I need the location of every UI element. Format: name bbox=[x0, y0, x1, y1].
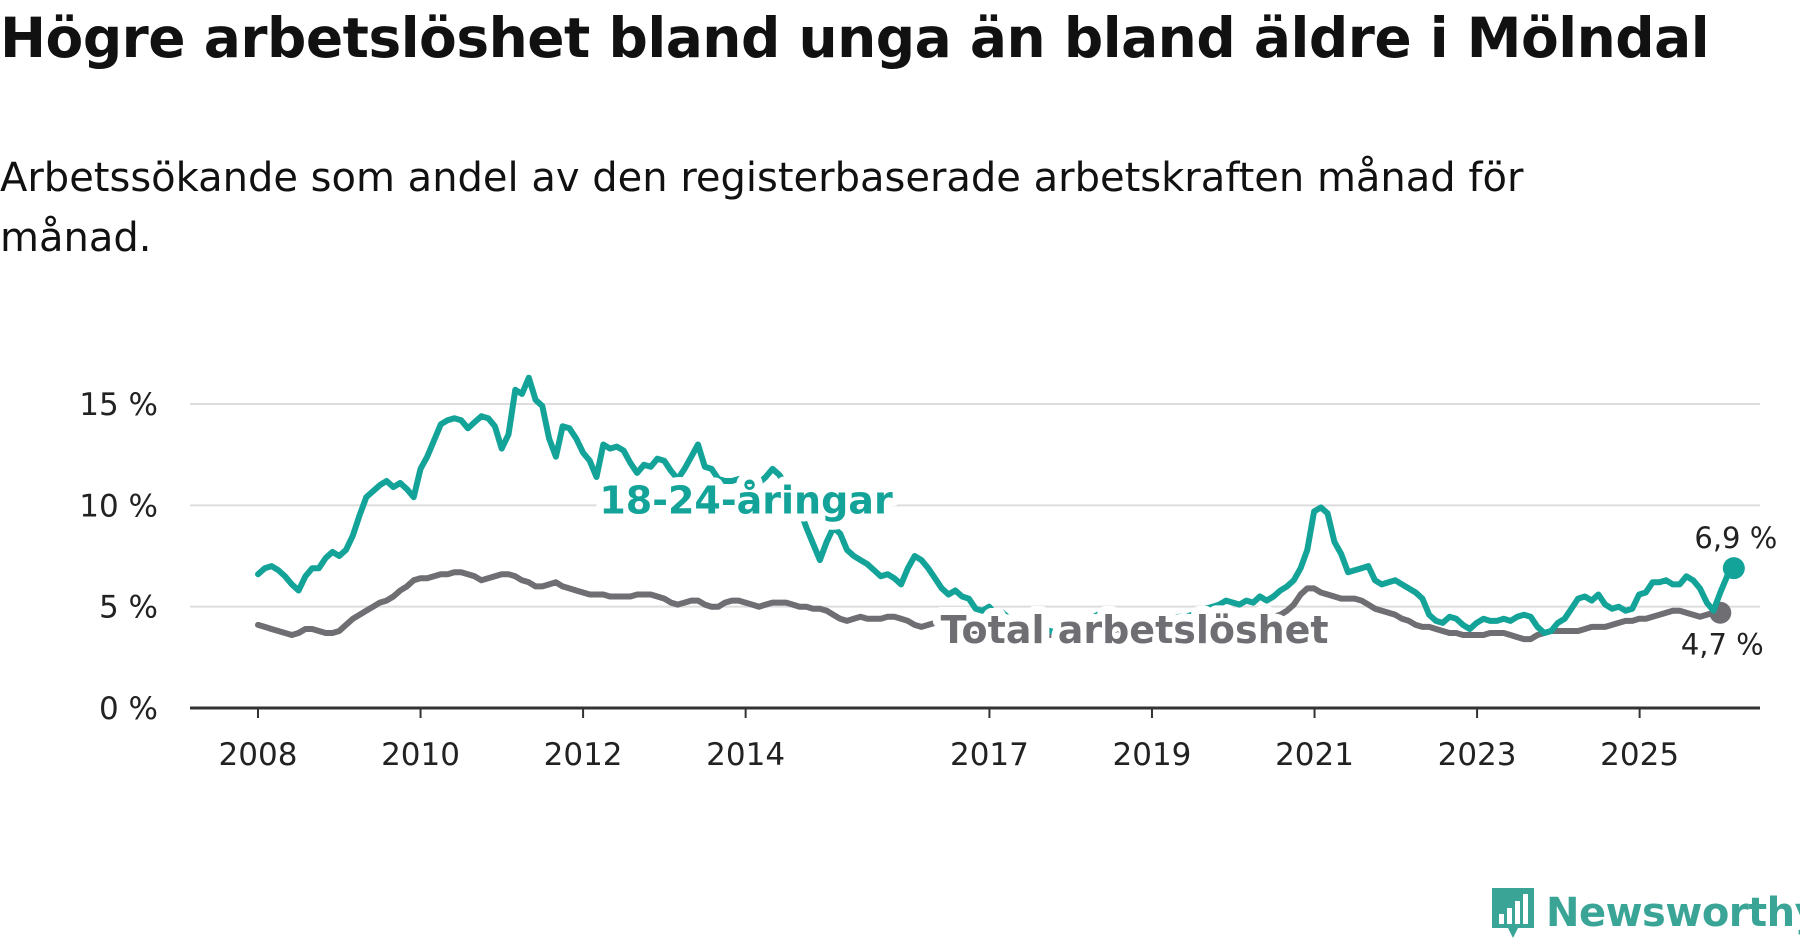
grid-lines bbox=[190, 403, 1760, 710]
y-tick-label: 15 % bbox=[79, 387, 158, 423]
series-line-total bbox=[255, 569, 1724, 645]
newsworthy-chart-icon bbox=[1492, 888, 1534, 938]
y-tick-label: 5 % bbox=[99, 590, 158, 626]
series-label-total: Total arbetslöshet bbox=[941, 608, 1329, 652]
brand-name: Newsworthy bbox=[1546, 890, 1800, 936]
chart-title: Högre arbetslöshet bland unga än bland ä… bbox=[0, 6, 1710, 70]
x-tick-label: 2017 bbox=[950, 737, 1029, 773]
x-tick-label: 2010 bbox=[381, 737, 460, 773]
series-labels: 18-24-åringar Total arbetslöshet 4,7 % 6,9 … bbox=[591, 470, 1777, 662]
x-tick-label: 2023 bbox=[1438, 737, 1517, 773]
x-tick-label: 2014 bbox=[706, 737, 785, 773]
x-axis-ticks: 2008 2010 2012 2014 2017 2019 2021 2023 2025 bbox=[219, 708, 1679, 773]
y-axis-ticks: 0 % 5 % 10 % 15 % bbox=[79, 387, 158, 727]
x-tick-label: 2025 bbox=[1600, 737, 1679, 773]
x-tick-label: 2012 bbox=[544, 737, 623, 773]
newsworthy-logo: Newsworthy bbox=[1488, 884, 1800, 942]
x-tick-label: 2019 bbox=[1113, 737, 1192, 773]
chart-subtitle: Arbetssökande som andel av den registerb… bbox=[0, 155, 1524, 261]
series-lines bbox=[255, 374, 1745, 645]
y-tick-label: 0 % bbox=[99, 691, 158, 727]
x-tick-label: 2021 bbox=[1275, 737, 1354, 773]
end-value-label-total: 4,7 % bbox=[1681, 628, 1764, 662]
y-tick-label: 10 % bbox=[79, 488, 158, 524]
series-line-youth bbox=[255, 374, 1737, 636]
end-value-label-youth: 6,9 % bbox=[1694, 521, 1777, 555]
x-tick-label: 2008 bbox=[219, 737, 298, 773]
end-point-youth bbox=[1722, 557, 1745, 580]
series-label-youth: 18-24-åringar bbox=[599, 478, 893, 522]
